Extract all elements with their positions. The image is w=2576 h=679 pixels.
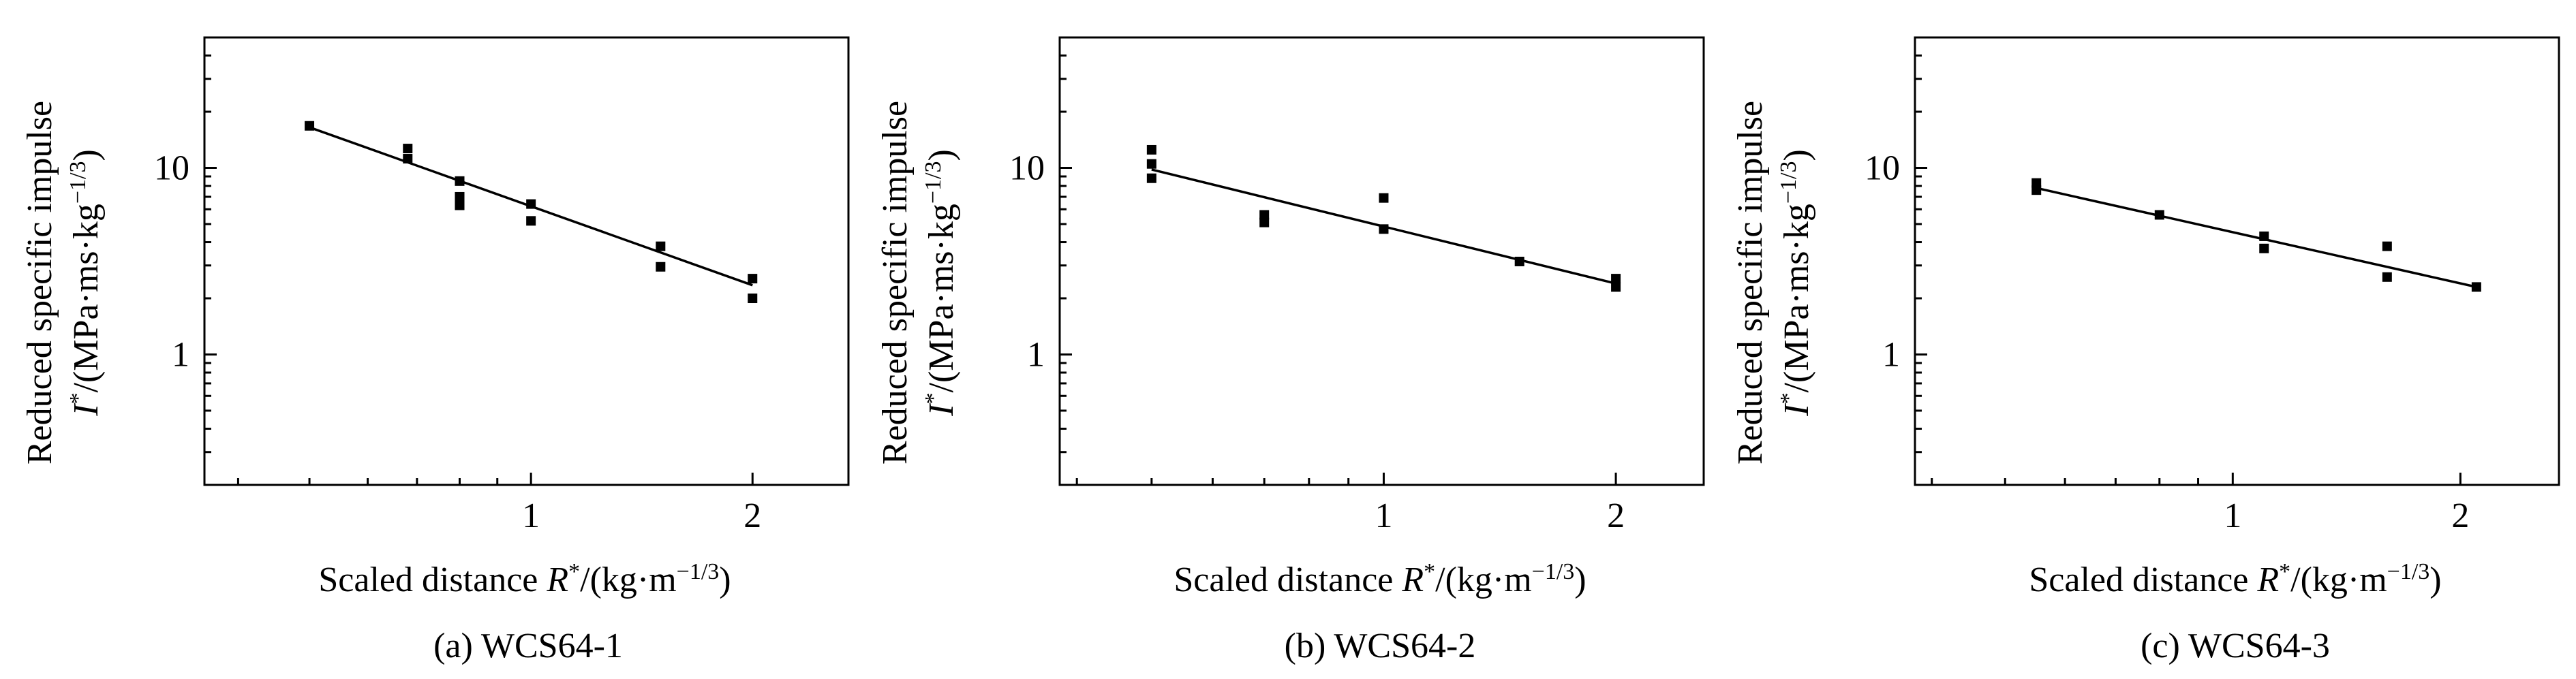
- panel-a-ylabel-sup: *: [65, 392, 91, 404]
- panel-a-xtick-label: 1: [522, 496, 540, 535]
- panel-b-ytick-label: 10: [1009, 149, 1045, 188]
- panel-b-plot: 1 10 1 2: [1009, 36, 1705, 535]
- panel-c-xlabel-rest: /(kg·m: [2290, 560, 2387, 599]
- panel-a-xlabel: Scaled distance R*/(kg·m−1/3): [318, 559, 731, 600]
- panel-b-ylabel-line1: Reduced specific impulse: [876, 101, 915, 464]
- panel-b-xlabel-prefix: Scaled distance: [1174, 560, 1402, 599]
- panel-b-fit-line: [1151, 168, 1616, 285]
- panel-c-axes-frame: [1914, 36, 2560, 486]
- panel-c-xlabel-exp: −1/3: [2387, 559, 2430, 584]
- panel-c-xtick-label: 1: [2224, 496, 2241, 535]
- panel-c-xlabel-sup: *: [2279, 559, 2290, 584]
- panel-a-ylabel-exp: −1/3: [65, 161, 91, 204]
- panel-c-xlabel-var: R: [2256, 560, 2279, 599]
- panel-a-ylabel-var: I: [67, 402, 106, 417]
- panel-c-ylabel: Reduced specific impulse: [1731, 101, 1770, 464]
- panel-a-ylabel-rest: /(MPa·ms·kg: [67, 204, 106, 392]
- panel-a-fit-line: [309, 126, 753, 287]
- panel-a-plot: 1 10 1 2: [154, 36, 850, 535]
- panel-c-ylabel-rest: /(MPa·ms·kg: [1777, 204, 1816, 392]
- panel-a-ylabel: Reduced specific impulse: [20, 101, 59, 464]
- panel-b-xlabel: Scaled distance R*/(kg·m−1/3): [1174, 559, 1586, 600]
- panel-a-ytick-label: 1: [172, 335, 189, 374]
- panel-a-caption: (a) WCS64-1: [433, 627, 623, 665]
- panel-c-ytick-label: 10: [1865, 149, 1900, 188]
- panel-c-data-point: [2382, 241, 2392, 251]
- panel-b-xlabel-sup: *: [1424, 559, 1435, 584]
- panel-b: Reduced specific impulse I*/(MPa·ms·kg−1…: [876, 101, 1586, 665]
- panel-b-ylabel: Reduced specific impulse: [876, 101, 915, 464]
- panel-a-xlabel-var: R: [546, 560, 568, 599]
- panel-c: Reduced specific impulse I*/(MPa·ms·kg−1…: [1731, 101, 2442, 665]
- panel-a-data-point: [656, 262, 666, 272]
- panel-a-ylabel-line1: Reduced specific impulse: [20, 101, 59, 464]
- panel-a-data-point: [455, 200, 465, 210]
- panel-b-data-point: [1146, 173, 1156, 183]
- panel-a-data-point: [748, 274, 758, 284]
- panel-b-data-point: [1611, 282, 1621, 292]
- panel-a-xlabel-prefix: Scaled distance: [318, 560, 547, 599]
- panel-c-data-point: [2382, 272, 2392, 282]
- panel-c-fit-line: [2036, 187, 2477, 289]
- panel-b-ylabel-sup: *: [921, 392, 946, 404]
- panel-c-plot: 1 10 1 2: [1865, 36, 2560, 535]
- panel-c-ylabel-var: I: [1777, 402, 1816, 417]
- panel-b-data-point: [1259, 217, 1270, 227]
- panel-c-ytick-label: 1: [1882, 335, 1900, 374]
- panel-a-data-point: [748, 294, 758, 304]
- panel-a-data-point: [403, 144, 413, 154]
- panel-b-xtick-label: 1: [1375, 496, 1392, 535]
- panel-c-ylabel-exp: −1/3: [1776, 161, 1801, 204]
- panel-b-ylabel-rest: /(MPa·ms·kg: [922, 204, 961, 392]
- panel-b-xtick-label: 2: [1607, 496, 1625, 535]
- panel-b-ylabel-exp: −1/3: [921, 161, 946, 204]
- panel-a-ytick-label: 10: [154, 149, 189, 188]
- panel-a-xlabel-exp: −1/3: [677, 559, 720, 584]
- panel-a-xlabel-sup: *: [568, 559, 580, 584]
- panel-b-xlabel-rest: /(kg·m: [1435, 560, 1532, 599]
- panel-c-xlabel-prefix: Scaled distance: [2029, 560, 2257, 599]
- panel-a: Reduced specific impulse I*/(MPa·ms·kg−1…: [20, 101, 731, 665]
- panel-b-ytick-label: 1: [1027, 335, 1045, 374]
- panel-a-axes-frame: [203, 36, 850, 486]
- panel-b-data-point: [1146, 159, 1156, 169]
- panel-c-ylabel-2: I*/(MPa·ms·kg−1/3): [1776, 149, 1817, 417]
- panel-b-ylabel-var: I: [922, 402, 961, 417]
- panel-b-axes-frame: [1058, 36, 1705, 486]
- panel-b-data-point: [1146, 144, 1156, 155]
- panel-c-xtick-label: 2: [2451, 496, 2469, 535]
- panel-a-data-point: [526, 216, 536, 226]
- panel-a-xtick-label: 2: [743, 496, 761, 535]
- panel-b-xlabel-exp: −1/3: [1532, 559, 1575, 584]
- panel-c-ylabel-sup: *: [1776, 392, 1801, 404]
- panel-b-ylabel-end: ): [922, 149, 961, 161]
- panel-c-xlabel-end: ): [2429, 560, 2441, 599]
- panel-b-xlabel-end: ): [1574, 560, 1586, 599]
- panel-c-ylabel-end: ): [1777, 149, 1816, 161]
- panel-b-data-point: [1611, 274, 1621, 284]
- panel-c-data-point: [2259, 243, 2269, 253]
- panel-a-xlabel-end: ): [719, 560, 731, 599]
- panel-b-data-point: [1379, 193, 1389, 203]
- plot-areas: 1 10 1 2 1 10 1 2 1 10 1 2: [154, 36, 2560, 535]
- panel-c-data-point: [2031, 185, 2042, 195]
- panel-a-xlabel-rest: /(kg·m: [580, 560, 677, 599]
- panel-b-ylabel-2: I*/(MPa·ms·kg−1/3): [921, 149, 962, 417]
- panel-c-caption: (c) WCS64-3: [2141, 627, 2330, 665]
- panel-a-ylabel-2: I*/(MPa·ms·kg−1/3): [65, 149, 106, 417]
- panel-b-data-point: [1259, 210, 1270, 220]
- panel-b-xlabel-var: R: [1401, 560, 1424, 599]
- panel-a-data-point: [656, 241, 666, 251]
- panel-a-data-point: [455, 191, 465, 202]
- panel-c-ylabel-line1: Reduced specific impulse: [1731, 101, 1770, 464]
- panel-b-caption: (b) WCS64-2: [1285, 627, 1476, 665]
- panel-c-xlabel: Scaled distance R*/(kg·m−1/3): [2029, 559, 2441, 600]
- panel-a-ylabel-end: ): [67, 149, 106, 161]
